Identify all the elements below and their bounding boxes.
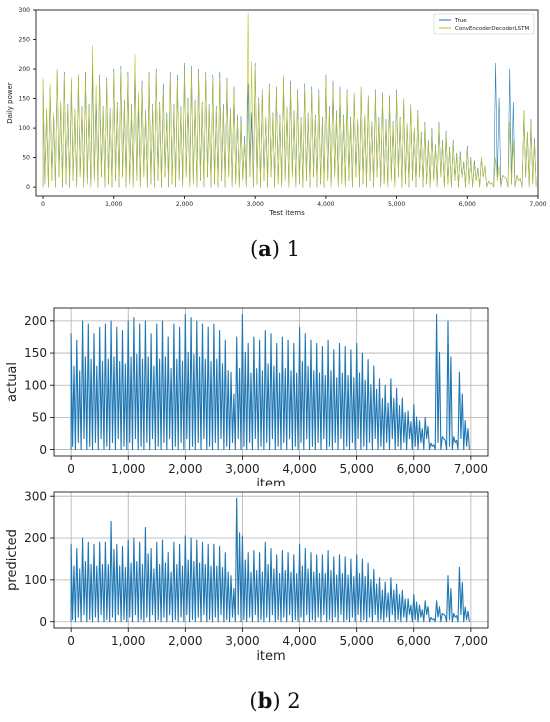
figure-panel-a: 0 1,000 2,000 3,000 4,000 5,000 6,000 7,000 0 50 1… (0, 0, 550, 232)
figure-panel-b-actual: 0 1,000 2,000 3,000 4,000 5,000 6,000 7,000 0 50 1… (0, 296, 550, 492)
legend-label: ConvEncoderDecoderLSTM (455, 26, 529, 32)
series-pred-line (42, 12, 537, 188)
x-tick-label: 2,000 (168, 462, 202, 476)
series-predicted-line (70, 497, 470, 623)
legend-label: True (454, 18, 467, 24)
x-tick-label: 0 (41, 201, 45, 208)
axes-frame (35, 9, 539, 197)
axes-frame (53, 491, 489, 629)
x-tick-label: 1,000 (111, 634, 145, 648)
x-axis-label: item (256, 649, 285, 664)
y-tick-label: 100 (24, 378, 47, 392)
x-tick-label: 5,000 (339, 634, 373, 648)
x-tick-label: 5,000 (388, 201, 405, 208)
x-tick-label: 6,000 (397, 634, 431, 648)
figure-panel-b-predicted: 0 1,000 2,000 3,000 4,000 5,000 6,000 7,000 0 100… (0, 488, 550, 674)
caption-b: (b) 2 (249, 688, 301, 713)
x-tick-label: 4,000 (317, 201, 334, 208)
y-tick-label: 250 (19, 37, 31, 44)
series-actual-line (70, 313, 470, 451)
y-tick-label: 300 (19, 7, 31, 14)
chart-a: 0 1,000 2,000 3,000 4,000 5,000 6,000 7,000 0 50 1… (6, 7, 547, 217)
y-tick-label: 100 (19, 125, 31, 132)
x-tick-label: 7,000 (454, 462, 488, 476)
x-tick-label: 1,000 (111, 462, 145, 476)
y-tick-label: 300 (24, 489, 47, 503)
x-tick-label: 7,000 (454, 634, 488, 648)
x-tick-label: 3,000 (225, 634, 259, 648)
x-tick-label: 7,000 (529, 201, 546, 208)
y-axis-label: actual (5, 362, 20, 402)
x-tick-label: 0 (67, 634, 75, 648)
y-tick-label: 0 (39, 615, 47, 629)
x-tick-label: 2,000 (168, 634, 202, 648)
x-tick-label: 6,000 (397, 462, 431, 476)
y-tick-label: 0 (26, 184, 30, 191)
y-tick-label: 0 (39, 443, 47, 457)
x-axis-label: Test items (268, 209, 305, 217)
legend: True ConvEncoderDecoderLSTM (433, 13, 535, 35)
y-tick-label: 150 (24, 346, 47, 360)
y-tick-label: 50 (22, 155, 30, 162)
x-tick-label: 5,000 (339, 462, 373, 476)
y-tick-label: 50 (32, 411, 47, 425)
legend-box (433, 13, 535, 35)
chart-b-actual: 0 1,000 2,000 3,000 4,000 5,000 6,000 7,000 0 50 1… (5, 307, 489, 492)
y-tick-label: 200 (24, 531, 47, 545)
y-tick-label: 100 (24, 573, 47, 587)
x-tick-label: 2,000 (176, 201, 193, 208)
y-axis-label: predicted (5, 529, 20, 591)
x-tick-label: 0 (67, 462, 75, 476)
x-tick-label: 3,000 (247, 201, 264, 208)
x-tick-label: 1,000 (105, 201, 122, 208)
x-tick-label: 3,000 (225, 462, 259, 476)
axes-frame (53, 307, 489, 457)
x-tick-label: 6,000 (459, 201, 476, 208)
y-tick-label: 200 (19, 66, 31, 73)
x-tick-label: 4,000 (282, 634, 316, 648)
chart-b-predicted: 0 1,000 2,000 3,000 4,000 5,000 6,000 7,000 0 100… (5, 489, 489, 664)
x-tick-label: 4,000 (282, 462, 316, 476)
x-axis-label: item (256, 477, 285, 486)
y-tick-label: 200 (24, 314, 47, 328)
y-tick-label: 150 (19, 96, 31, 103)
y-axis-label: Daily power (6, 82, 14, 124)
caption-a: (a) 1 (249, 236, 301, 261)
